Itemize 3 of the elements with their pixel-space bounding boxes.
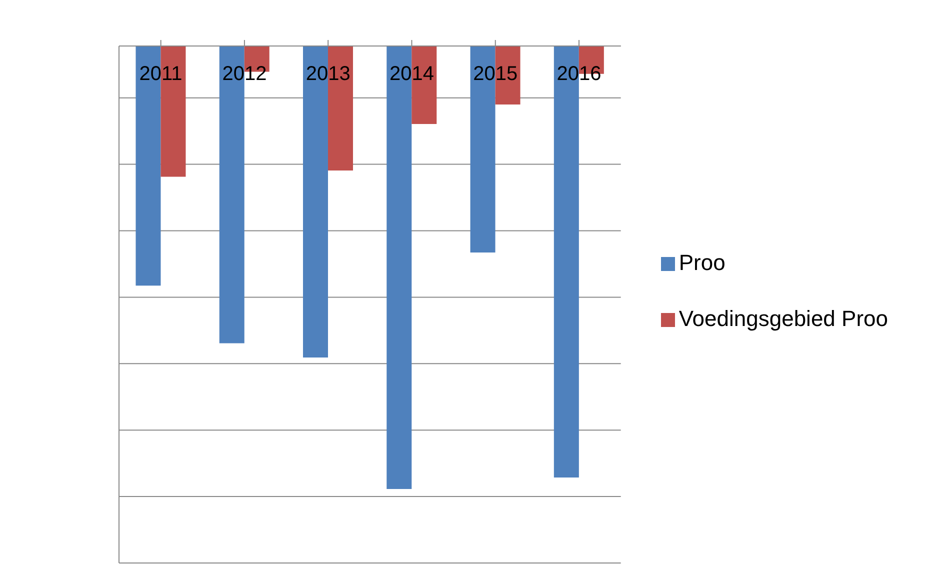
legend-label: Voedingsgebied Proo xyxy=(678,306,888,330)
legend-label: Proo xyxy=(678,250,726,274)
x-tick-label: 2013 xyxy=(306,63,350,85)
